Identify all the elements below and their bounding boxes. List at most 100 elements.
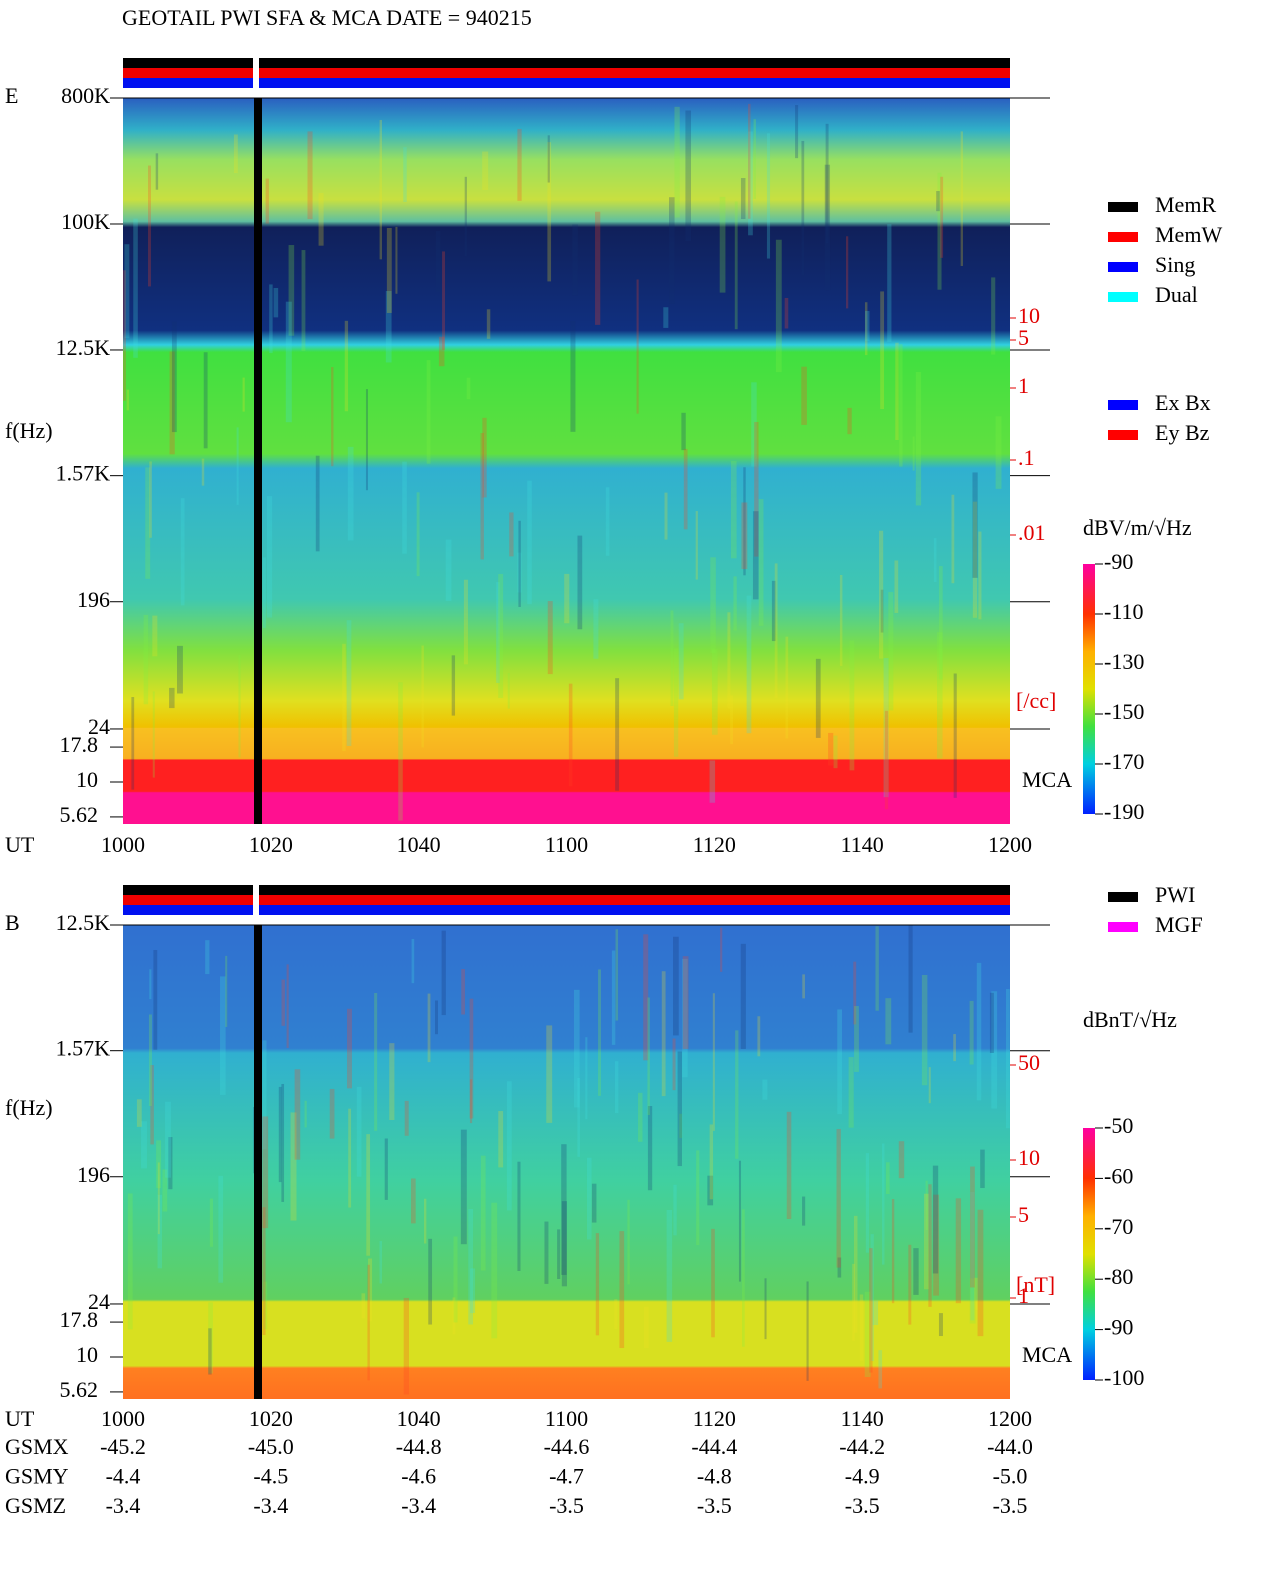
texture — [451, 655, 456, 716]
colorbar — [1083, 1128, 1095, 1380]
texture — [379, 1241, 383, 1284]
texture — [123, 270, 126, 401]
texture — [365, 389, 368, 491]
texture — [795, 105, 799, 159]
texture — [754, 421, 759, 557]
texture — [839, 574, 843, 666]
texture — [991, 277, 996, 355]
texture — [672, 936, 679, 1036]
texture — [869, 1248, 873, 1373]
texture — [157, 1194, 163, 1269]
texture — [837, 1009, 842, 1115]
texture — [218, 1175, 224, 1283]
texture — [469, 998, 474, 1119]
texture — [647, 1106, 653, 1191]
texture — [974, 1277, 978, 1310]
panel-label: B — [5, 910, 20, 935]
texture — [498, 1111, 504, 1168]
texture — [989, 992, 994, 1053]
colorbar-tick-label: -90 — [1104, 549, 1133, 574]
texture — [643, 934, 649, 1061]
texture — [205, 940, 210, 975]
texture — [970, 1166, 975, 1288]
texture — [733, 576, 737, 631]
texture — [802, 974, 805, 999]
texture — [480, 1155, 486, 1271]
legend-label: Ex Bx — [1155, 390, 1211, 415]
texture — [972, 472, 978, 578]
texture — [470, 1268, 476, 1314]
texture — [482, 151, 489, 190]
orbit-value: -44.4 — [691, 1434, 737, 1459]
y-tick-label: 5.62 — [60, 1377, 99, 1402]
texture — [955, 1198, 962, 1304]
texture — [748, 103, 751, 219]
y-tick-label: 10 — [76, 767, 98, 792]
texture — [480, 433, 484, 560]
texture — [908, 925, 913, 1033]
texture — [453, 1236, 458, 1323]
density-tick-label: 1 — [1018, 373, 1029, 398]
texture — [496, 582, 500, 683]
texture — [156, 1140, 162, 1189]
texture — [709, 1124, 714, 1200]
texture — [978, 531, 982, 620]
texture — [678, 623, 684, 700]
legend-swatch — [1108, 922, 1138, 932]
x-tick-label: 1040 — [397, 1406, 441, 1431]
texture — [281, 1083, 285, 1202]
texture — [824, 164, 831, 291]
texture — [928, 1184, 932, 1307]
texture — [752, 511, 759, 600]
texture — [263, 1281, 268, 1330]
x-tick-label: 1000 — [101, 1406, 145, 1431]
x-tick-label: 1140 — [841, 832, 884, 857]
texture — [141, 1121, 147, 1169]
texture — [774, 563, 778, 699]
texture — [682, 958, 688, 1078]
texture — [661, 971, 666, 1097]
texture — [696, 1150, 700, 1246]
texture — [801, 140, 805, 276]
x-tick-label: 1120 — [693, 1406, 736, 1431]
texture — [486, 309, 491, 339]
colorbar-tick-label: -110 — [1104, 599, 1144, 624]
x-tick-label: 1020 — [249, 1406, 293, 1431]
colorbar-tick-label: -80 — [1104, 1264, 1133, 1289]
texture — [441, 930, 446, 1016]
texture — [438, 336, 445, 367]
texture — [269, 284, 273, 354]
texture — [853, 1215, 858, 1333]
texture — [208, 1302, 213, 1374]
texture — [785, 636, 789, 739]
texture — [402, 461, 407, 554]
legend-label: MemW — [1155, 222, 1222, 247]
texture — [564, 573, 570, 624]
texture — [683, 448, 688, 530]
legend-label: Dual — [1155, 282, 1198, 307]
texture — [318, 193, 324, 246]
texture — [180, 498, 185, 606]
texture — [131, 697, 135, 790]
texture — [815, 658, 821, 738]
texture — [970, 1191, 975, 1321]
y-tick-label: 12.5K — [56, 910, 111, 935]
texture — [775, 239, 782, 373]
texture — [491, 1202, 498, 1339]
texture — [201, 458, 205, 486]
texture — [273, 287, 279, 318]
texture — [427, 993, 431, 1063]
y-axis-label: f(Hz) — [5, 418, 53, 443]
texture — [367, 1264, 370, 1381]
texture — [482, 417, 487, 498]
texture — [865, 1153, 870, 1253]
orbit-label: GSMX — [5, 1434, 69, 1459]
data-gap — [254, 98, 262, 824]
texture — [595, 1233, 600, 1336]
y-tick-label: 196 — [77, 1162, 110, 1187]
texture — [757, 1016, 761, 1057]
texture — [593, 599, 599, 659]
texture — [157, 1162, 160, 1235]
texture — [738, 1160, 742, 1282]
texture — [411, 938, 415, 984]
